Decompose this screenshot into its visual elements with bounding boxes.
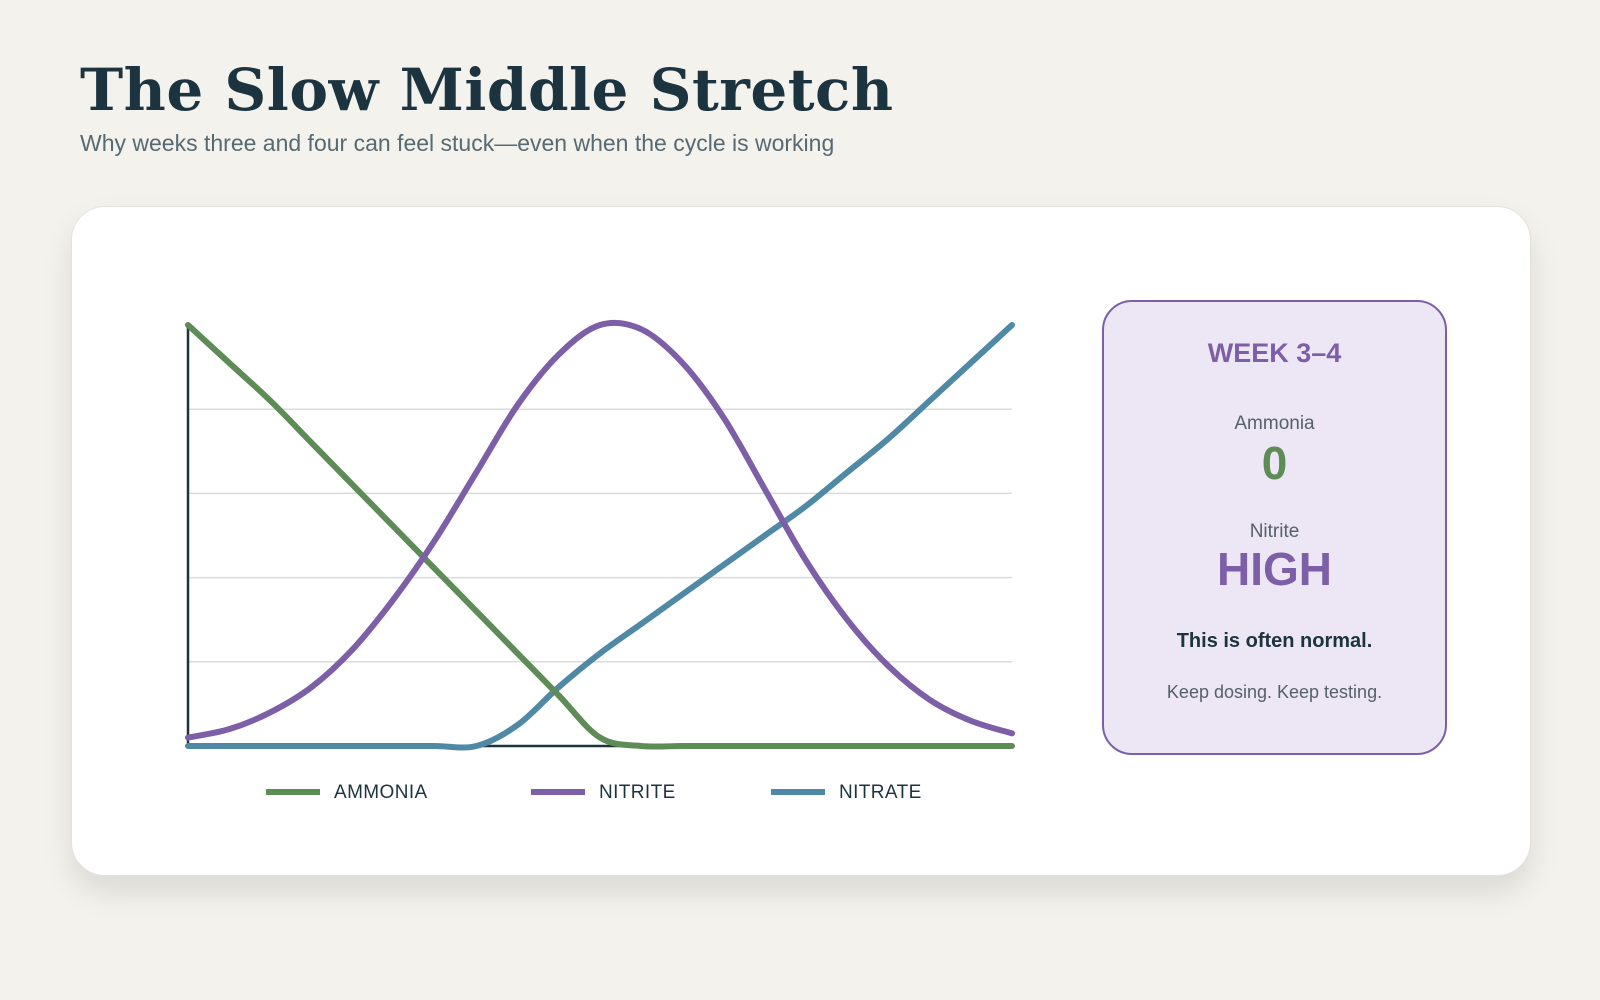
series-lines bbox=[185, 319, 1015, 751]
axes bbox=[186, 325, 1012, 748]
series-line-ammonia bbox=[185, 322, 1015, 750]
legend-label-nitrate: NITRATE bbox=[839, 782, 922, 803]
reassurance-heading: This is often normal. bbox=[1176, 630, 1373, 652]
legend-label-ammonia: AMMONIA bbox=[334, 782, 428, 803]
page-title: The Slow Middle Stretch bbox=[80, 56, 894, 124]
series-line-nitrite bbox=[185, 319, 1015, 741]
ammonia-label: Ammonia bbox=[1234, 413, 1315, 434]
grid-lines bbox=[188, 408, 1012, 663]
series-line-nitrate bbox=[185, 322, 1015, 751]
chart-card: AMMONIA NITRITE NITRATE WEEK 3–4 Ammonia… bbox=[71, 206, 1531, 876]
nitrogen-cycle-chart: AMMONIA NITRITE NITRATE bbox=[185, 319, 1015, 803]
legend-label-nitrite: NITRITE bbox=[599, 782, 676, 803]
week-range-label: WEEK 3–4 bbox=[1207, 338, 1342, 368]
reassurance-note: Keep dosing. Keep testing. bbox=[1166, 682, 1383, 702]
nitrite-value: HIGH bbox=[1217, 543, 1332, 595]
ammonia-value: 0 bbox=[1261, 437, 1288, 489]
week-status-panel: WEEK 3–4 Ammonia 0 Nitrite HIGH This is … bbox=[1102, 300, 1447, 755]
legend: AMMONIA NITRITE NITRATE bbox=[266, 782, 922, 803]
nitrite-label: Nitrite bbox=[1249, 521, 1300, 542]
page-subtitle: Why weeks three and four can feel stuck—… bbox=[80, 130, 835, 156]
